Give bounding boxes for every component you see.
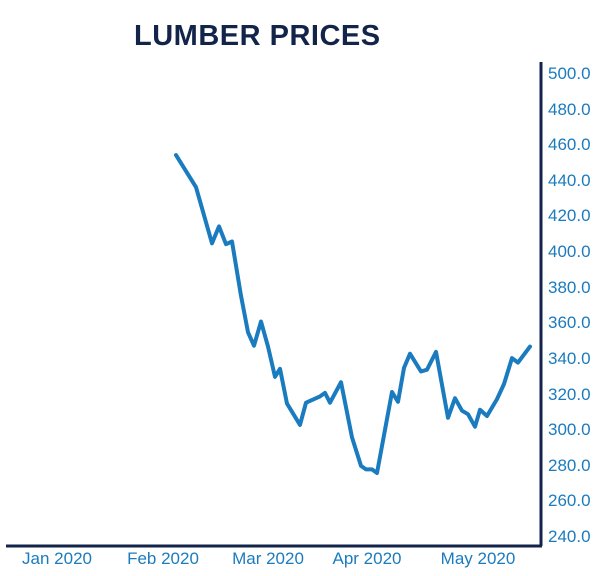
y-tick-label: 440.0 <box>548 170 591 190</box>
y-tick-label: 500.0 <box>548 64 591 83</box>
x-tick-label: May 2020 <box>440 549 516 568</box>
y-tick-label: 480.0 <box>548 99 591 119</box>
y-tick-label: 300.0 <box>548 420 591 440</box>
y-tick-label: 420.0 <box>548 206 591 226</box>
chart-title: LUMBER PRICES <box>134 20 381 52</box>
y-tick-label: 400.0 <box>548 242 591 262</box>
x-tick-label: Feb 2020 <box>127 549 199 568</box>
y-tick-label: 260.0 <box>548 491 591 511</box>
y-tick-label: 460.0 <box>548 135 591 155</box>
x-tick-label: Jan 2020 <box>22 549 92 568</box>
x-tick-label: Apr 2020 <box>332 549 402 568</box>
y-tick-label: 280.0 <box>548 455 591 475</box>
y-tick-label: 320.0 <box>548 384 591 404</box>
y-tick-label: 240.0 <box>548 527 591 546</box>
lumber-price-line <box>174 153 532 475</box>
y-tick-label: 360.0 <box>548 313 591 333</box>
y-tick-label: 340.0 <box>548 348 591 368</box>
x-tick-label: Mar 2020 <box>232 549 304 568</box>
y-tick-label: 380.0 <box>548 277 591 297</box>
